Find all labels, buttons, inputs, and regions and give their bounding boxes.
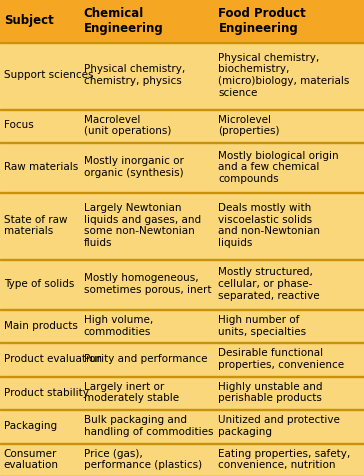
Text: Macrolevel
(unit operations): Macrolevel (unit operations): [84, 115, 171, 136]
Bar: [0, 192, 364, 259]
Bar: [0, 109, 364, 142]
Text: Unitized and protective
packaging: Unitized and protective packaging: [218, 415, 340, 436]
Text: Physical chemistry,
biochemistry,
(micro)biology, materials
science: Physical chemistry, biochemistry, (micro…: [218, 53, 350, 98]
Text: Desirable functional
properties, convenience: Desirable functional properties, conveni…: [218, 348, 344, 370]
Text: State of raw
materials: State of raw materials: [4, 215, 67, 237]
Text: Mostly biological origin
and a few chemical
compounds: Mostly biological origin and a few chemi…: [218, 150, 339, 184]
Text: Packaging: Packaging: [4, 421, 57, 431]
Text: Support sciences: Support sciences: [4, 70, 93, 80]
Bar: [0, 142, 364, 192]
Bar: [0, 376, 364, 409]
Text: Subject: Subject: [4, 14, 54, 28]
Text: Raw materials: Raw materials: [4, 162, 78, 172]
Text: Bulk packaging and
handling of commodities: Bulk packaging and handling of commoditi…: [84, 415, 213, 436]
Text: Eating properties, safety,
convenience, nutrition: Eating properties, safety, convenience, …: [218, 448, 351, 470]
Text: Type of solids: Type of solids: [4, 279, 74, 289]
Bar: [0, 309, 364, 342]
Text: Highly unstable and
perishable products: Highly unstable and perishable products: [218, 382, 323, 403]
Bar: [0, 0, 364, 42]
Text: Consumer
evaluation: Consumer evaluation: [4, 448, 59, 470]
Text: Purity and performance: Purity and performance: [84, 354, 207, 364]
Bar: [0, 259, 364, 260]
Text: Product stability: Product stability: [4, 387, 88, 397]
Bar: [0, 192, 364, 193]
Text: Chemical
Engineering: Chemical Engineering: [84, 7, 163, 35]
Text: Deals mostly with
viscoelastic solids
and non-Newtonian
liquids: Deals mostly with viscoelastic solids an…: [218, 203, 320, 248]
Text: Product evaluation: Product evaluation: [4, 354, 102, 364]
Bar: [0, 342, 364, 376]
Text: Mostly homogeneous,
sometimes porous, inert: Mostly homogeneous, sometimes porous, in…: [84, 273, 211, 295]
Text: Microlevel
(properties): Microlevel (properties): [218, 115, 280, 136]
Bar: [0, 376, 364, 377]
Text: High volume,
commodities: High volume, commodities: [84, 315, 153, 337]
Bar: [0, 142, 364, 143]
Text: Food Product
Engineering: Food Product Engineering: [218, 7, 306, 35]
Text: Mostly inorganic or
organic (synthesis): Mostly inorganic or organic (synthesis): [84, 156, 183, 178]
Bar: [0, 342, 364, 343]
Bar: [0, 409, 364, 443]
Bar: [0, 443, 364, 476]
Bar: [0, 443, 364, 444]
Text: Main products: Main products: [4, 321, 78, 331]
Text: Largely inert or
moderately stable: Largely inert or moderately stable: [84, 382, 179, 403]
Text: Mostly structured,
cellular, or phase-
separated, reactive: Mostly structured, cellular, or phase- s…: [218, 268, 320, 300]
Bar: [0, 309, 364, 310]
Text: Price (gas),
performance (plastics): Price (gas), performance (plastics): [84, 448, 202, 470]
Text: Physical chemistry,
chemistry, physics: Physical chemistry, chemistry, physics: [84, 64, 185, 86]
Bar: [0, 409, 364, 410]
Bar: [0, 42, 364, 109]
Text: High number of
units, specialties: High number of units, specialties: [218, 315, 306, 337]
Bar: [0, 259, 364, 309]
Bar: [0, 42, 364, 43]
Text: Largely Newtonian
liquids and gases, and
some non-Newtonian
fluids: Largely Newtonian liquids and gases, and…: [84, 203, 201, 248]
Text: Focus: Focus: [4, 120, 33, 130]
